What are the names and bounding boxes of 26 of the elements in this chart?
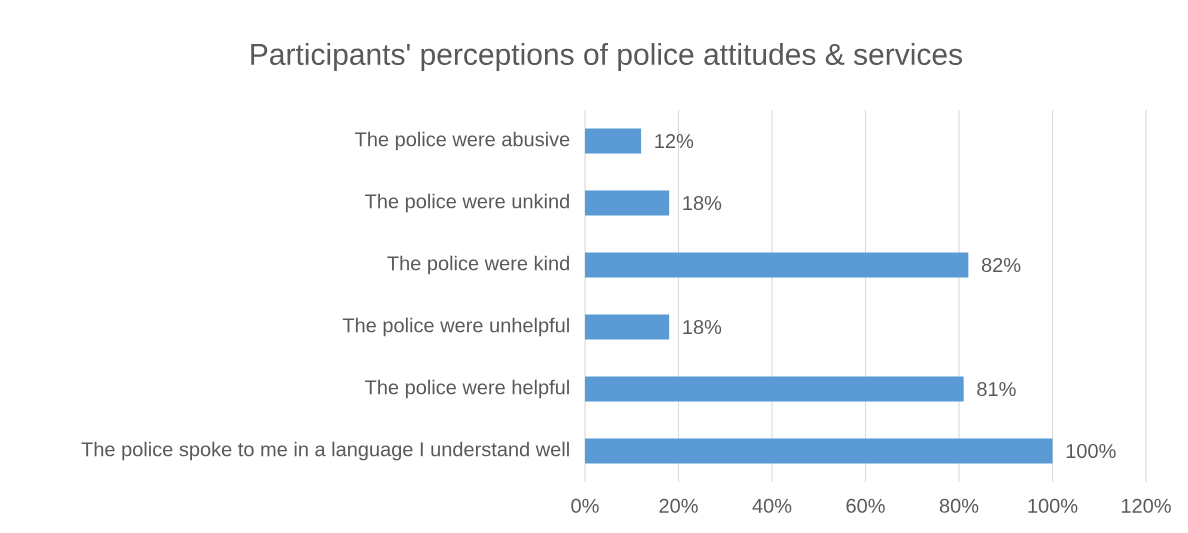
- y-tick-label: The police were unkind: [365, 193, 569, 213]
- bar: [585, 190, 670, 216]
- bar: [585, 438, 1053, 464]
- y-tick-label: The police were unhelpful: [342, 317, 569, 337]
- x-tick-label: 0%: [571, 498, 599, 513]
- y-tick-label: The police were kind: [387, 255, 569, 275]
- data-label: 12%: [655, 133, 694, 149]
- data-label: 18%: [683, 195, 722, 211]
- bar: [585, 314, 670, 340]
- bar: [585, 128, 642, 154]
- x-tick-label: 20%: [659, 498, 698, 513]
- y-tick-label: The police were abusive: [355, 131, 570, 151]
- bar: [585, 252, 969, 278]
- x-tick-label: 120%: [1121, 498, 1171, 513]
- x-tick-label: 40%: [752, 498, 792, 513]
- data-label: 81%: [977, 381, 1016, 397]
- bar: [585, 376, 964, 402]
- data-label: 100%: [1066, 443, 1116, 459]
- y-tick-label: The police were helpful: [365, 379, 569, 399]
- chart-title: Participants' perceptions of police attitudes & services: [251, 43, 963, 71]
- y-tick-label: The police spoke to me in a language I understand well: [81, 441, 569, 461]
- x-tick-label: 80%: [939, 498, 979, 513]
- data-label: 82%: [981, 257, 1021, 273]
- data-label: 18%: [683, 319, 722, 335]
- x-tick-label: 100%: [1028, 498, 1078, 513]
- x-tick-label: 60%: [846, 498, 885, 513]
